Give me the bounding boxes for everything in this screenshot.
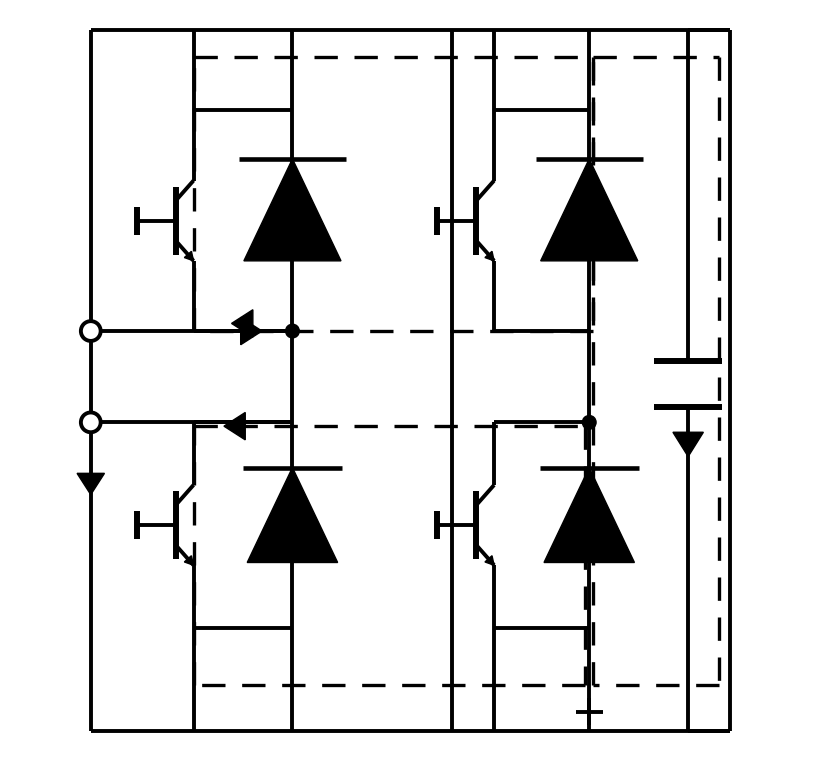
Polygon shape — [485, 556, 494, 565]
Polygon shape — [224, 412, 245, 440]
Polygon shape — [247, 467, 338, 562]
Polygon shape — [241, 317, 262, 345]
Circle shape — [81, 321, 100, 341]
Polygon shape — [185, 251, 193, 261]
Polygon shape — [232, 310, 252, 337]
Polygon shape — [185, 556, 193, 565]
Circle shape — [583, 416, 596, 429]
Polygon shape — [541, 159, 638, 261]
Circle shape — [286, 324, 299, 338]
Polygon shape — [673, 432, 703, 457]
Polygon shape — [244, 159, 341, 261]
Polygon shape — [485, 251, 494, 261]
Polygon shape — [544, 467, 635, 562]
Polygon shape — [77, 473, 104, 495]
Circle shape — [81, 412, 100, 432]
